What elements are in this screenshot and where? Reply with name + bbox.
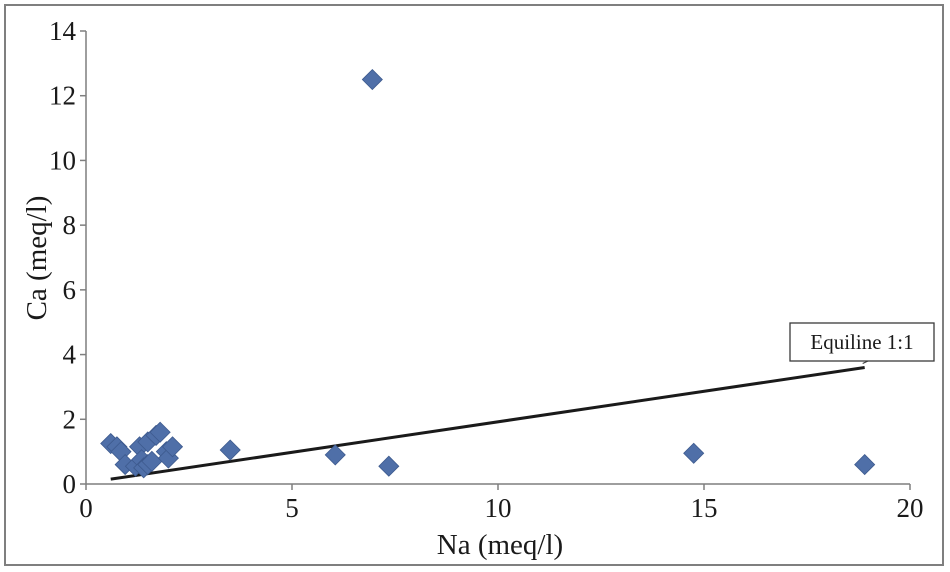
y-tick-label: 10 xyxy=(49,145,76,175)
data-point xyxy=(219,439,241,461)
y-tick-label: 8 xyxy=(63,210,77,240)
equiline-label: Equiline 1:1 xyxy=(810,330,913,354)
y-tick-label: 4 xyxy=(63,340,77,370)
data-point xyxy=(361,68,383,91)
y-tick-label: 0 xyxy=(63,469,77,499)
scatter-chart: 0 2 4 6 8 10 12 14 0 5 10 15 20 Equiline 1:1 Na (meq… xyxy=(21,16,935,561)
equiline xyxy=(110,360,869,481)
data-point xyxy=(378,455,400,477)
x-tick-label: 5 xyxy=(285,493,299,523)
x-tick-label: 15 xyxy=(691,493,718,523)
x-tick-label: 0 xyxy=(79,493,93,523)
y-tick-label: 12 xyxy=(49,81,76,111)
y-axis-title: Ca (meq/l) xyxy=(21,196,53,321)
data-point xyxy=(854,454,876,476)
data-points xyxy=(100,68,876,479)
equiline-1-1 xyxy=(110,366,865,481)
annotation: Equiline 1:1 xyxy=(789,322,935,362)
data-point xyxy=(683,442,705,464)
x-tick-label: 20 xyxy=(897,493,924,523)
equiline-label-box xyxy=(789,322,935,362)
chart-frame: 0 2 4 6 8 10 12 14 0 5 10 15 20 Equiline 1:1 Na (meq… xyxy=(4,4,944,566)
y-tick-label: 2 xyxy=(63,404,77,434)
axes xyxy=(80,30,911,490)
y-tick-label: 14 xyxy=(49,16,77,46)
data-point xyxy=(149,421,171,443)
x-tick-label: 10 xyxy=(485,493,512,523)
tick-labels: 0 2 4 6 8 10 12 14 0 5 10 15 20 xyxy=(49,16,924,523)
y-tick-label: 6 xyxy=(63,275,77,305)
data-point xyxy=(161,436,184,458)
data-point xyxy=(324,444,346,466)
x-axis-title: Na (meq/l) xyxy=(437,529,563,561)
